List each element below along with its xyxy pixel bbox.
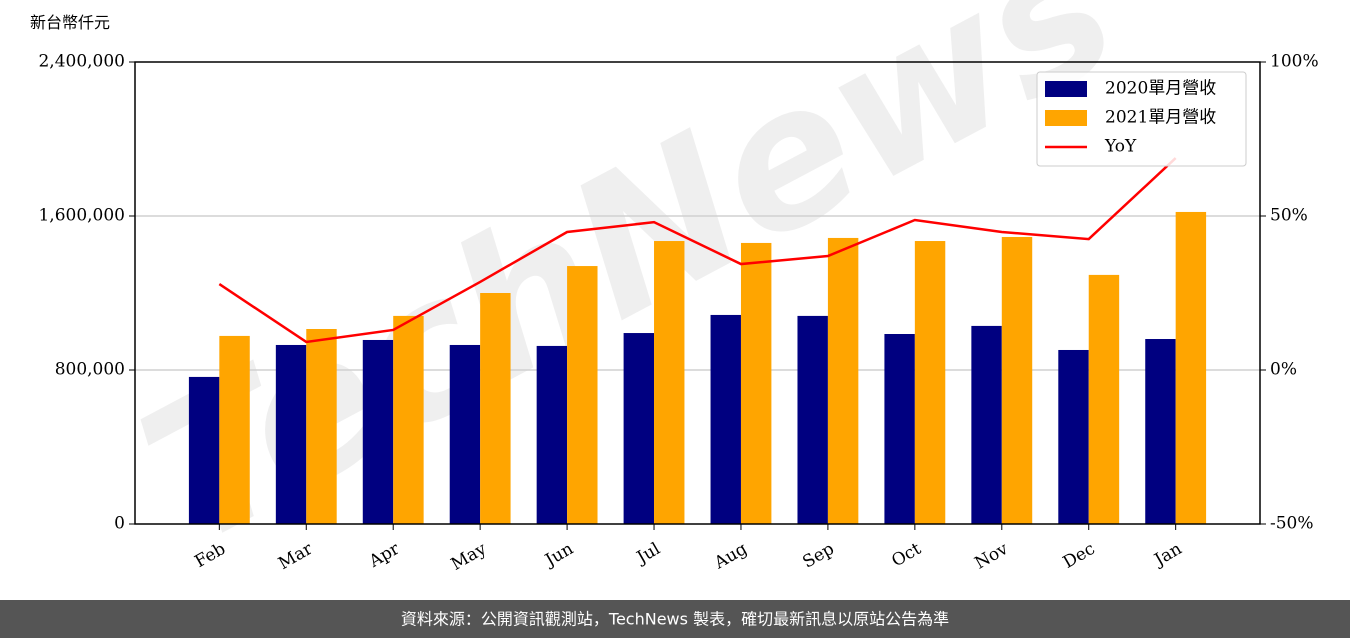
x-tick-label: Jul	[632, 539, 664, 569]
x-tick-label: Jun	[540, 539, 577, 572]
y2-tick-label: 50%	[1270, 206, 1308, 226]
bar	[884, 334, 915, 524]
bar	[219, 335, 250, 524]
y2-tick-label: 0%	[1270, 360, 1297, 380]
bar	[797, 315, 828, 524]
y2-tick-label: -50%	[1270, 514, 1314, 534]
y-tick-label: 0	[114, 514, 125, 534]
x-tick-label: Oct	[888, 539, 924, 572]
x-tick-label: Jan	[1150, 539, 1186, 571]
bar	[449, 344, 481, 524]
y2-tick-label: 100%	[1270, 52, 1319, 72]
source-note: 資料來源：公開資訊觀測站，TechNews 製表，確切最新訊息以原站公告為準	[401, 610, 949, 629]
y-tick-label: 2,400,000	[38, 52, 125, 72]
bar	[188, 376, 220, 524]
footer-bar	[0, 600, 1350, 638]
legend-label: 2020單月營收	[1105, 79, 1216, 99]
legend-label: 2021單月營收	[1105, 108, 1216, 128]
bar	[1088, 274, 1120, 524]
yoy-line	[218, 157, 1177, 344]
bar	[1058, 349, 1089, 524]
bar	[536, 345, 568, 524]
legend-swatch	[1045, 81, 1087, 97]
bar	[623, 333, 655, 524]
legend-swatch	[1045, 110, 1087, 126]
bar	[480, 293, 511, 524]
bar	[710, 314, 741, 524]
bar	[654, 241, 685, 524]
unit-label: 新台幣仟元	[30, 13, 110, 32]
plot-frame	[134, 61, 1261, 525]
bar	[1001, 236, 1033, 525]
x-tick-label: Apr	[365, 538, 404, 572]
x-tick-label: Sep	[799, 539, 837, 573]
bar	[914, 241, 946, 524]
bar	[362, 339, 394, 524]
bar	[740, 242, 772, 524]
x-tick-label: Dec	[1060, 539, 1099, 573]
bar	[1145, 339, 1176, 524]
bar	[275, 344, 307, 524]
y-tick-label: 1,600,000	[38, 206, 125, 226]
bar	[306, 328, 337, 524]
x-tick-label: Aug	[710, 539, 751, 574]
y-tick-label: 800,000	[55, 360, 125, 380]
bar	[567, 266, 598, 524]
bar	[827, 237, 859, 524]
bar	[393, 315, 424, 524]
legend-label: YoY	[1104, 137, 1137, 157]
bar	[971, 325, 1002, 524]
x-tick-label: May	[448, 539, 491, 575]
legend-box	[1036, 71, 1247, 167]
x-tick-label: Nov	[971, 539, 1011, 574]
bar	[1175, 211, 1207, 524]
